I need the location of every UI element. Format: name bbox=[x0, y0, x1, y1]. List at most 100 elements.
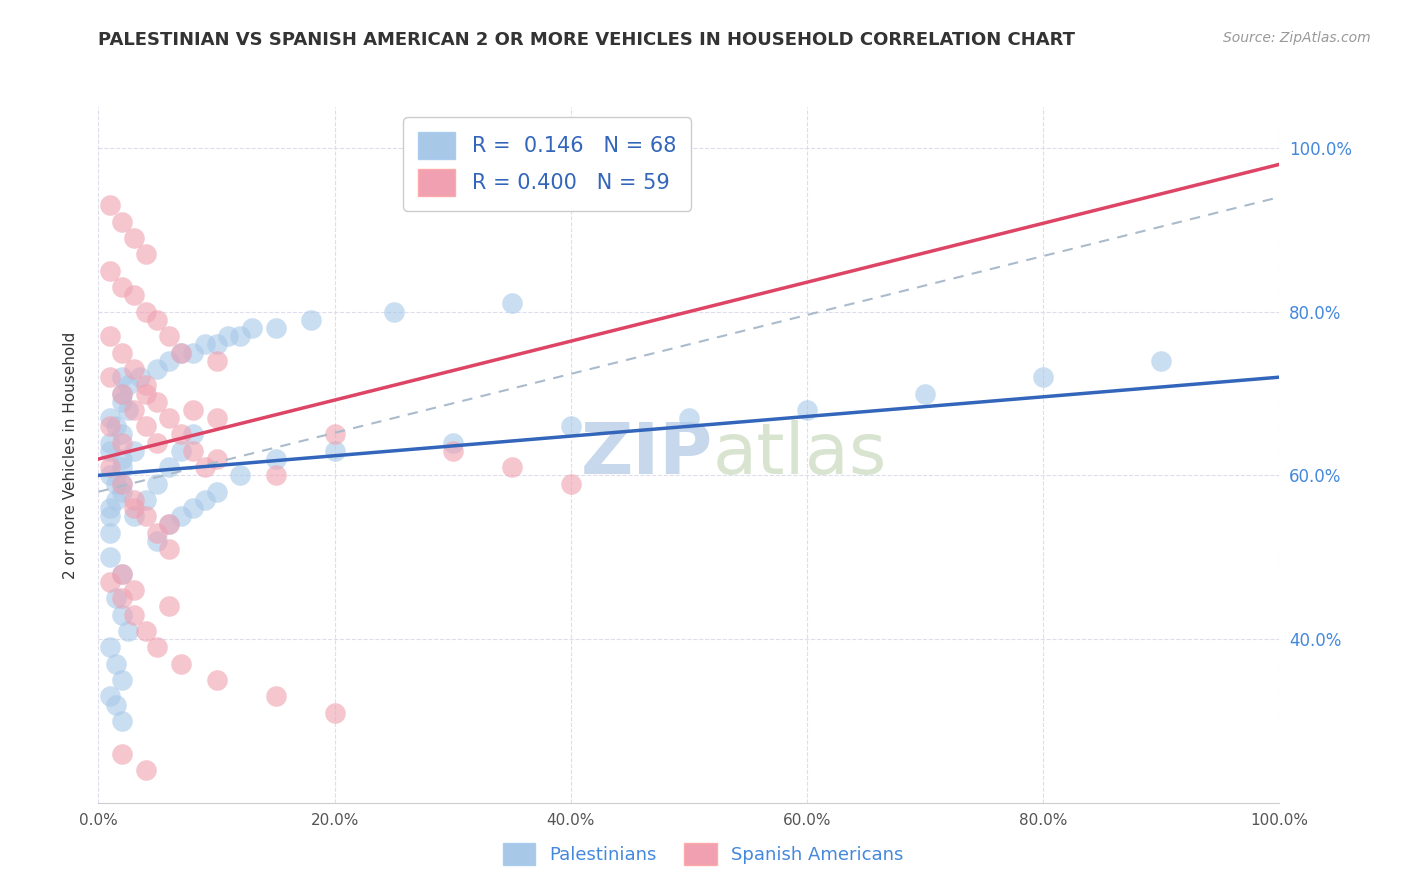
Point bbox=[98, 640, 121, 655]
Point bbox=[105, 419, 128, 434]
Point bbox=[135, 378, 157, 392]
Point bbox=[217, 329, 239, 343]
Point bbox=[105, 698, 128, 712]
Point bbox=[98, 370, 121, 384]
Point bbox=[501, 460, 523, 475]
Point bbox=[194, 460, 217, 475]
Point bbox=[98, 329, 121, 343]
Point bbox=[98, 435, 121, 450]
Point bbox=[98, 419, 121, 434]
Point bbox=[135, 624, 157, 638]
Point bbox=[323, 443, 346, 458]
Point bbox=[105, 492, 128, 507]
Point bbox=[122, 231, 145, 245]
Point bbox=[914, 386, 936, 401]
Point bbox=[122, 501, 145, 516]
Point bbox=[111, 386, 134, 401]
Point bbox=[205, 484, 228, 499]
Point bbox=[323, 706, 346, 720]
Point bbox=[157, 542, 180, 557]
Point bbox=[157, 411, 180, 425]
Point bbox=[181, 403, 204, 417]
Point bbox=[240, 321, 263, 335]
Text: ZIP: ZIP bbox=[581, 420, 713, 490]
Point bbox=[194, 492, 217, 507]
Point bbox=[111, 607, 134, 622]
Text: PALESTINIAN VS SPANISH AMERICAN 2 OR MORE VEHICLES IN HOUSEHOLD CORRELATION CHAR: PALESTINIAN VS SPANISH AMERICAN 2 OR MOR… bbox=[98, 31, 1076, 49]
Point bbox=[135, 419, 157, 434]
Point bbox=[111, 345, 134, 359]
Point bbox=[796, 403, 818, 417]
Point bbox=[157, 599, 180, 614]
Point bbox=[146, 533, 169, 548]
Point bbox=[111, 435, 134, 450]
Point bbox=[111, 591, 134, 606]
Point bbox=[122, 403, 145, 417]
Point bbox=[146, 362, 169, 376]
Point bbox=[111, 673, 134, 687]
Point bbox=[111, 714, 134, 728]
Point bbox=[323, 427, 346, 442]
Point bbox=[98, 525, 121, 540]
Point bbox=[111, 460, 134, 475]
Point bbox=[264, 321, 287, 335]
Point bbox=[560, 476, 582, 491]
Point bbox=[111, 280, 134, 294]
Legend: Palestinians, Spanish Americans: Palestinians, Spanish Americans bbox=[494, 834, 912, 874]
Point bbox=[229, 329, 252, 343]
Point bbox=[441, 435, 464, 450]
Point bbox=[264, 468, 287, 483]
Point bbox=[135, 509, 157, 524]
Point bbox=[98, 411, 121, 425]
Point bbox=[111, 566, 134, 581]
Y-axis label: 2 or more Vehicles in Household: 2 or more Vehicles in Household bbox=[63, 331, 77, 579]
Point bbox=[157, 517, 180, 532]
Point bbox=[560, 419, 582, 434]
Point bbox=[105, 476, 128, 491]
Point bbox=[98, 501, 121, 516]
Point bbox=[122, 492, 145, 507]
Point bbox=[146, 640, 169, 655]
Point bbox=[111, 747, 134, 761]
Point bbox=[135, 763, 157, 777]
Point bbox=[128, 370, 150, 384]
Point bbox=[170, 345, 193, 359]
Point bbox=[111, 484, 134, 499]
Point bbox=[111, 214, 134, 228]
Point bbox=[170, 345, 193, 359]
Point bbox=[117, 403, 139, 417]
Point bbox=[146, 435, 169, 450]
Point bbox=[146, 313, 169, 327]
Point bbox=[501, 296, 523, 310]
Point bbox=[122, 509, 145, 524]
Point bbox=[98, 574, 121, 589]
Point bbox=[117, 624, 139, 638]
Point bbox=[678, 411, 700, 425]
Point bbox=[299, 313, 322, 327]
Point bbox=[157, 460, 180, 475]
Point bbox=[181, 427, 204, 442]
Point bbox=[170, 509, 193, 524]
Point bbox=[441, 443, 464, 458]
Point bbox=[194, 337, 217, 351]
Point bbox=[111, 370, 134, 384]
Point bbox=[98, 460, 121, 475]
Point bbox=[181, 501, 204, 516]
Point bbox=[135, 492, 157, 507]
Point bbox=[170, 427, 193, 442]
Point bbox=[157, 353, 180, 368]
Point bbox=[98, 690, 121, 704]
Point bbox=[98, 264, 121, 278]
Point bbox=[205, 353, 228, 368]
Point bbox=[229, 468, 252, 483]
Point bbox=[1032, 370, 1054, 384]
Point bbox=[122, 288, 145, 302]
Point bbox=[122, 582, 145, 597]
Point bbox=[264, 452, 287, 467]
Point bbox=[111, 386, 134, 401]
Point bbox=[111, 427, 134, 442]
Point bbox=[157, 517, 180, 532]
Point bbox=[98, 443, 121, 458]
Point bbox=[264, 690, 287, 704]
Point bbox=[181, 345, 204, 359]
